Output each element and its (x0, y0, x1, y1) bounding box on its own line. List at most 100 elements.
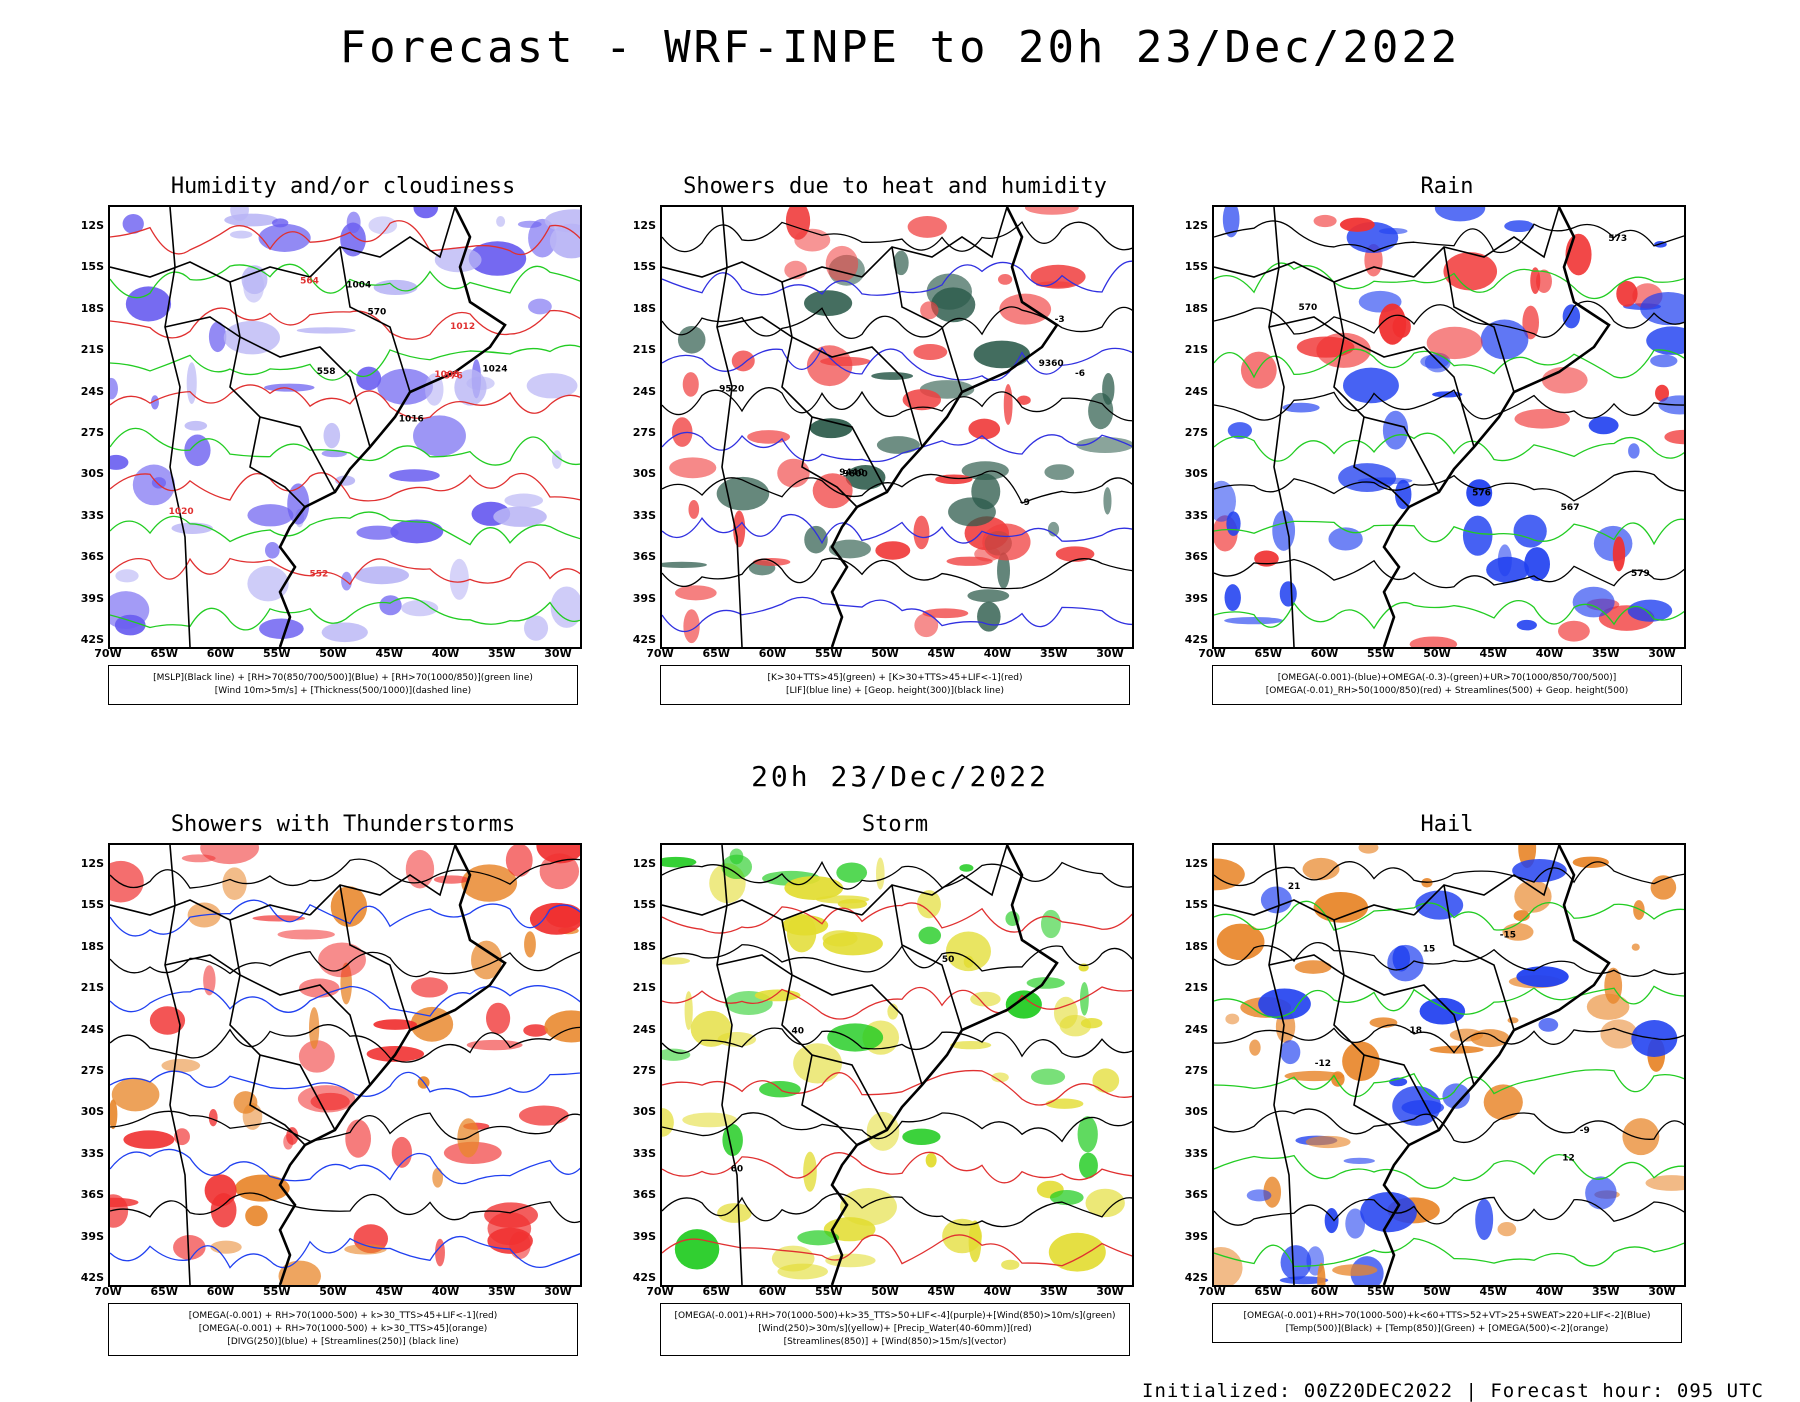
field-blob (110, 454, 129, 470)
field-blob (1650, 875, 1677, 900)
lon-tick-label: 70W (94, 647, 122, 660)
field-blob (1313, 891, 1369, 923)
field-blob (1258, 988, 1311, 1020)
lat-tick-label: 42S (1184, 633, 1208, 646)
field-blob (1045, 1098, 1084, 1109)
field-blob (1504, 220, 1535, 233)
legend-box: [OMEGA(-0.001) + RH>70(1000-500) + k>30_… (108, 1303, 578, 1356)
field-blob (1053, 996, 1078, 1029)
contour-label: 15 (1423, 945, 1436, 955)
lat-tick-label: 36S (1184, 1188, 1208, 1202)
field-blob (793, 1043, 842, 1084)
lon-tick-label: 50W (319, 647, 347, 660)
lat-tick-label: 12S (1184, 857, 1208, 870)
field-blob (252, 915, 306, 922)
field-blob (344, 1244, 387, 1255)
coastline (830, 845, 1059, 1285)
lat-tick-label: 39S (80, 1229, 104, 1243)
contour-label: 570 (368, 308, 387, 318)
contour-label: 1016 (399, 415, 424, 425)
field-blob (1294, 960, 1332, 974)
map-canvas (110, 845, 580, 1285)
field-blob (1339, 217, 1375, 232)
lat-tick-label: 15S (632, 260, 656, 274)
field-blob (1222, 207, 1240, 238)
field-blob (1497, 1221, 1517, 1237)
lat-tick-label: 39S (80, 591, 104, 605)
lon-tick-label: 35W (1592, 647, 1620, 660)
field-blob (1003, 384, 1013, 425)
contour-label: 1012 (450, 322, 475, 332)
lat-tick-label: 30S (632, 467, 656, 481)
field-blob (1631, 943, 1640, 951)
field-blob (1475, 1198, 1494, 1241)
legend-line: [OMEGA(-0.001)-(blue)+OMEGA(-0.3)-(green… (1277, 673, 1617, 683)
field-blob (340, 222, 366, 257)
contour-line (110, 1235, 580, 1269)
coastline (830, 207, 1059, 647)
field-blob (110, 1194, 129, 1228)
field-blob (368, 216, 398, 235)
field-blob (1224, 616, 1284, 625)
field-blob (449, 558, 469, 600)
field-blob (1343, 1157, 1375, 1164)
field-blob (1586, 993, 1630, 1020)
field-blob (902, 389, 942, 411)
field-blob (1516, 966, 1569, 988)
field-blob (523, 1024, 549, 1037)
field-blob (434, 247, 482, 273)
field-blob (1226, 511, 1241, 536)
contour-line (1214, 300, 1684, 338)
map-canvas: 9600 9520 9440 9360 -3 -6 -9 (662, 207, 1132, 647)
contour-line (662, 306, 1132, 339)
field-blob (287, 483, 310, 525)
map-panel-2: 579 576 573 570 567 (1212, 205, 1686, 649)
lon-tick-label: 60W (1310, 1285, 1339, 1298)
contour-line (662, 431, 1132, 463)
field-blob (875, 541, 911, 560)
lat-tick-label: 33S (1184, 508, 1208, 522)
field-blob (1224, 584, 1241, 612)
contour-line (1214, 432, 1684, 462)
field-blob (922, 608, 969, 619)
contour-line (1214, 348, 1684, 379)
legend-line: [K>30+TTS>45](green) + [K>30+TTS>45+LIF<… (767, 673, 1023, 683)
main-title: Forecast - WRF-INPE to 20h 23/Dec/2022 (339, 22, 1461, 73)
country-border (1268, 316, 1345, 338)
coastline (1382, 845, 1611, 1285)
field-blob (526, 373, 578, 399)
contour-label: 570 (1299, 303, 1318, 313)
lon-tick-label: 65W (702, 647, 730, 660)
field-blob (684, 991, 693, 1031)
field-blob (272, 218, 289, 228)
lat-tick-label: 24S (80, 384, 104, 398)
field-blob (200, 845, 259, 865)
lat-tick-label: 27S (1184, 1064, 1208, 1077)
lon-tick-label: 45W (375, 1285, 403, 1298)
field-blob (1627, 599, 1673, 622)
lon-tick-label: 55W (263, 1285, 291, 1298)
country-border (309, 207, 456, 278)
field-blob (247, 565, 289, 602)
field-blob (204, 1174, 237, 1207)
legend-line: [OMEGA(-0.001)+RH>70(1000-500)+k<60+TTS>… (1243, 1311, 1651, 1321)
field-blob (1040, 909, 1061, 939)
lon-tick-label: 45W (1479, 647, 1507, 660)
country-border (1214, 899, 1415, 921)
field-blob (203, 965, 216, 996)
contour-line (662, 346, 1132, 381)
country-border (1413, 207, 1560, 278)
lon-tick-label: 50W (319, 1285, 347, 1298)
contour-line (1214, 599, 1684, 630)
coastline (278, 845, 507, 1285)
country-border (110, 261, 311, 283)
lat-tick-label: 36S (80, 1188, 104, 1202)
field-blob (110, 1099, 118, 1130)
lat-tick-label: 12S (1184, 219, 1208, 232)
lat-tick-label: 42S (632, 633, 656, 646)
field-blob (1664, 429, 1684, 445)
field-blob (1092, 1068, 1120, 1093)
field-blob (1360, 1191, 1417, 1233)
field-blob (1048, 1232, 1106, 1272)
country-border (339, 246, 411, 393)
